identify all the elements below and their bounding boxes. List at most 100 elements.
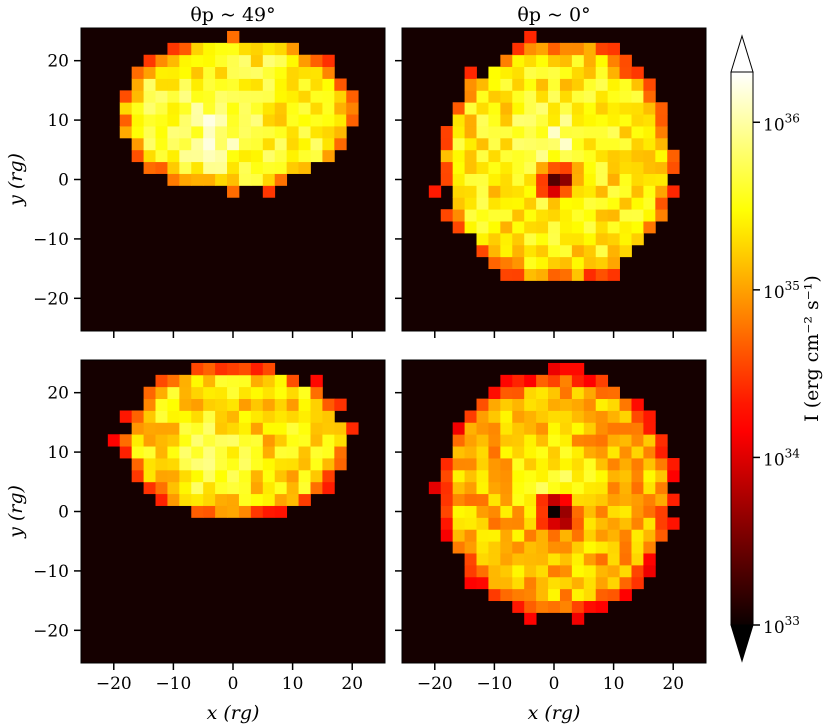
heatmap-cell [476,90,489,103]
heatmap-cell [512,529,525,542]
heatmap-cell [643,517,656,530]
heatmap-cell [143,149,156,163]
heatmap-cell [334,422,347,435]
heatmap-cell [274,422,288,435]
heatmap-cell [643,114,656,127]
heatmap-cell [583,221,597,234]
heatmap-cell [428,185,442,198]
heatmap-cell [262,434,276,447]
heatmap-cell [655,197,668,210]
heatmap-cell [571,232,585,246]
heatmap-cell [274,173,288,186]
heatmap-cell [452,102,465,115]
heatmap-cell [286,434,299,447]
heatmap-cell [559,422,573,435]
heatmap-cell [583,114,597,127]
heatmap-cell [464,66,477,79]
heatmap-cell [334,446,347,459]
heatmap-cell [227,434,240,447]
heatmap-cell [262,126,276,139]
heatmap-cell [536,221,549,234]
heatmap-cell [571,576,585,590]
heatmap-cell [298,446,311,459]
heatmap-cell [524,588,537,602]
heatmap-cell [215,446,228,459]
heatmap-cell [607,469,620,483]
heatmap-cell [476,458,489,471]
heatmap-cell [559,588,573,602]
heatmap-cell [631,493,644,506]
heatmap-cell [583,553,597,566]
heatmap-cell [536,553,549,566]
y-tick-label: 0 [58,171,69,191]
heatmap-cell [607,221,620,234]
heatmap-cell [536,149,549,163]
heatmap-cell [262,114,276,127]
heatmap-cell [203,505,216,518]
heatmap-cell [143,469,156,483]
heatmap-cell [524,42,537,56]
heatmap-cell [548,209,561,222]
heatmap-cell [571,612,585,625]
heatmap-cell [607,268,620,281]
heatmap-cell [488,137,501,151]
heatmap-cell [227,30,240,44]
heatmap-cell [524,114,537,127]
heatmap-cell [179,114,192,127]
x-tick-label: 0 [549,674,560,694]
heatmap-cell [203,469,216,483]
heatmap-cell [167,410,180,423]
colorbar-tick-label: 1036 [763,111,800,135]
heatmap-cell [227,185,240,198]
heatmap-cell [215,126,228,139]
heatmap-cell [250,54,264,68]
heatmap-cell [631,137,644,151]
heatmap-cell [595,553,609,566]
heatmap-cell [488,126,501,139]
heatmap-cell [524,458,537,471]
heatmap-cell [512,481,525,495]
heatmap-cell [500,576,513,590]
heatmap-cell [476,469,489,483]
heatmap-cell [250,173,264,186]
x-tick-label: 10 [603,674,625,694]
heatmap-cell [524,209,537,222]
heatmap-cell [559,137,573,151]
heatmap-cell [215,386,228,400]
heatmap-cell [167,102,180,115]
heatmap-cell [512,386,525,400]
heatmap-cell [583,66,597,79]
heatmap-cell [250,374,264,388]
heatmap-cell [310,374,323,388]
heatmap-cell [155,102,168,115]
heatmap-cell [262,481,276,495]
heatmap-cell [619,517,632,530]
y-axis-label: y (rg) [5,153,27,207]
heatmap-cell [203,114,216,127]
heatmap-cell [536,469,549,483]
heatmap-cell [524,232,537,246]
heatmap-cell [262,78,276,91]
heatmap-cell [215,66,228,79]
heatmap-cell [250,90,264,103]
heatmap-cell [583,481,597,495]
heatmap-cell [286,469,299,483]
heatmap-cell [238,458,252,471]
heatmap-cell [595,90,609,103]
heatmap-cell [571,209,585,222]
heatmap-cell [155,410,168,423]
heatmap-cell [595,42,609,56]
heatmap-cell [655,149,668,163]
heatmap-cell [238,386,252,400]
heatmap-cell [512,126,525,139]
heatmap-cell [500,114,513,127]
heatmap-cell [536,541,549,554]
heatmap-cell [464,410,477,423]
heatmap-cell [631,398,644,411]
heatmap-cell [619,564,632,578]
heatmap-cell [643,197,656,210]
heatmap-cell [322,410,335,423]
heatmap-cell [536,458,549,471]
heatmap-cell [167,42,180,56]
heatmap-cell [191,362,204,376]
